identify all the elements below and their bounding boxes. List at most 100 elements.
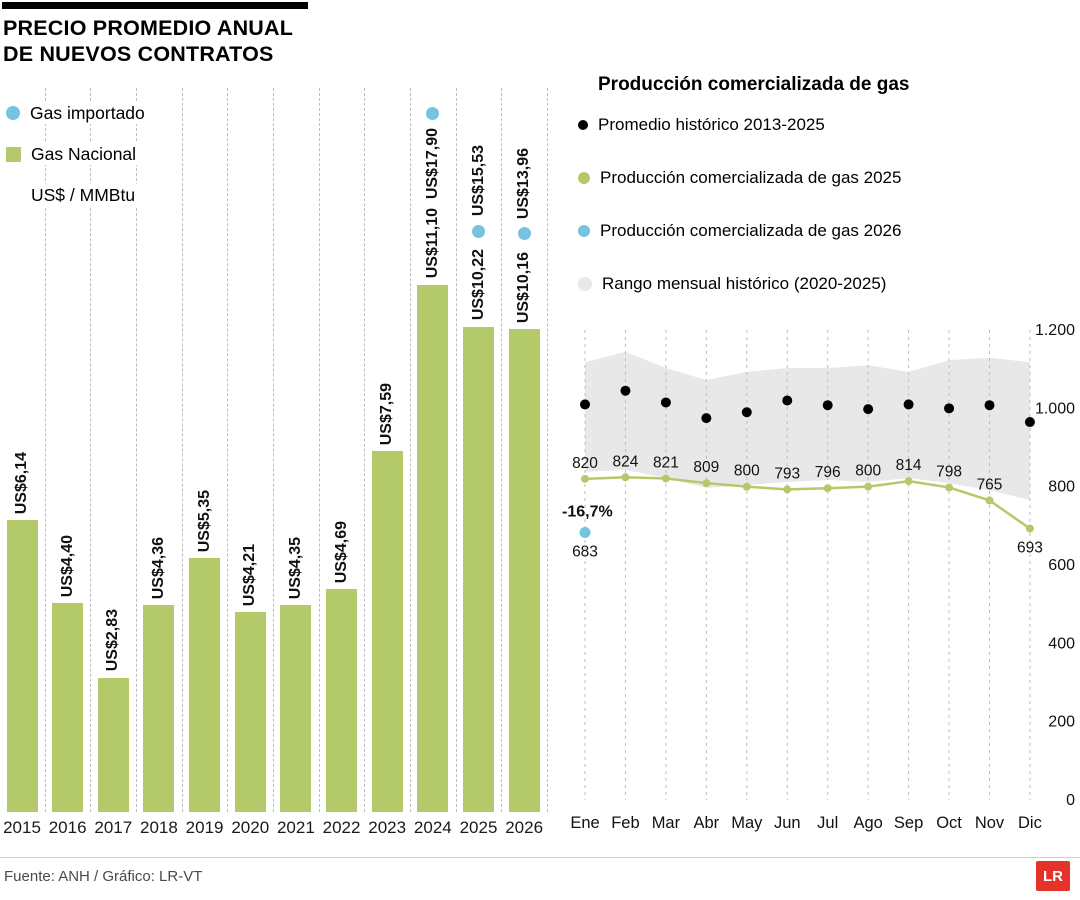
bar-2022: [326, 589, 358, 812]
source-credit: Fuente: ANH / Gráfico: LR-VT: [4, 868, 203, 885]
production-2025-value: 800: [855, 463, 881, 480]
footer-divider: [0, 857, 1080, 858]
production-2025-point: [985, 496, 994, 505]
legend-label-gas-importado: Gas importado: [28, 102, 149, 124]
bar-chart-gridline: [273, 88, 275, 812]
historic-average-point: [863, 404, 874, 415]
production-2025-value: 798: [936, 463, 962, 480]
bar-chart-gridline: [455, 88, 457, 812]
bar-value-label: US$6,14: [13, 452, 30, 515]
bar-chart-gridline: [181, 88, 183, 812]
bar-2016: [52, 603, 84, 812]
historic-average-point: [984, 400, 995, 411]
y-tick-label: 1.200: [1035, 322, 1075, 339]
lr-logo: LR: [1036, 861, 1070, 891]
imported-gas-point: [472, 224, 485, 238]
imported-gas-dot-icon: [6, 106, 20, 120]
x-axis-label-2019: 2019: [185, 818, 224, 837]
bar-value-label: US$4,35: [286, 537, 304, 600]
historic-average-dot-icon: [578, 120, 588, 130]
bar-chart-gridline: [136, 88, 138, 812]
bar-value-label: US$4,36: [149, 536, 167, 599]
legend-item-produccion-2025: Producción comercializada de gas 2025: [578, 167, 901, 189]
historic-average-point: [903, 399, 914, 410]
variation-annotation: -16,7%: [562, 503, 613, 520]
legend-label-gas-nacional: Gas Nacional: [29, 143, 141, 165]
imported-gas-point: [426, 106, 440, 120]
legend-item-unit: US$ / MMBtu: [29, 184, 149, 206]
bar-chart: US$6,14 2015 US$4,40 2016 US$2,83 2017 US$4,36…: [0, 88, 560, 858]
bar-value-label: US$4,21: [241, 543, 259, 607]
production-2025-value: 814: [896, 457, 922, 474]
legend-label-promedio-historico: Promedio histórico 2013-2025: [598, 115, 825, 134]
x-axis-label-2022: 2022: [322, 818, 361, 837]
production-2025-point: [783, 485, 792, 494]
month-label-Jun: Jun: [774, 814, 801, 832]
production-2026-point: [579, 526, 591, 538]
bar-2021: [280, 605, 312, 812]
historic-average-point: [620, 385, 631, 396]
bar-2023: [371, 451, 403, 812]
bar-chart-gridline: [318, 88, 320, 812]
x-axis-label-2016: 2016: [48, 818, 87, 837]
historic-average-point: [580, 399, 590, 410]
legend-item-gas-importado: Gas importado: [6, 102, 149, 124]
production-2025-value: 693: [1017, 540, 1043, 557]
month-label-Feb: Feb: [611, 814, 639, 832]
bar-value-label: US$7,59: [378, 383, 396, 446]
historic-average-point: [741, 407, 752, 418]
bar-chart-gridline: [227, 88, 229, 812]
imported-value-label: US$15,53: [469, 145, 487, 217]
month-label-Ago: Ago: [853, 814, 882, 832]
bar-chart-legend: Gas importado Gas Nacional US$ / MMBtu: [6, 102, 149, 225]
bar-chart-gridline: [410, 88, 412, 812]
line-chart: Ene Feb Mar Abr May Jun Jul Ago Sep Oct Nov Dic 0 200…: [562, 322, 1075, 832]
month-label-Oct: Oct: [936, 814, 962, 832]
historic-average-point: [944, 403, 955, 414]
x-axis-label-2024: 2024: [413, 818, 452, 837]
legend-label-rango-mensual: Rango mensual histórico (2020-2025): [602, 274, 887, 293]
production-2025-point: [581, 474, 589, 483]
bar-2025: [463, 326, 494, 812]
bar-value-label: US$4,40: [58, 534, 76, 597]
imported-value-label: US$13,96: [515, 148, 533, 220]
line-chart-title: Producción comercializada de gas: [598, 74, 910, 95]
month-label-Dic: Dic: [1018, 814, 1042, 832]
historic-average-point: [660, 397, 671, 408]
x-axis-label-2025: 2025: [459, 818, 498, 837]
bar-value-label: US$11,10: [423, 208, 441, 279]
bar-value-label: US$5,35: [195, 489, 213, 552]
bar-2020: [234, 612, 266, 812]
month-label-Sep: Sep: [894, 814, 923, 832]
production-2025-point: [823, 484, 832, 493]
production-2025-value: 820: [572, 455, 598, 472]
x-axis-label-2023: 2023: [368, 818, 407, 837]
national-gas-swatch-icon: [6, 146, 21, 162]
production-2025-value: 821: [653, 454, 679, 471]
bar-2017: [97, 677, 129, 812]
historic-average-point: [701, 413, 712, 424]
production-2025-point: [904, 477, 913, 486]
production-2025-point: [702, 479, 711, 488]
bar-chart-title-line1: PRECIO PROMEDIO ANUAL: [3, 16, 294, 40]
historic-average-point: [782, 395, 793, 406]
historic-average-point: [1024, 417, 1035, 428]
unit-label: US$ / MMBtu: [29, 184, 140, 206]
month-label-Mar: Mar: [652, 814, 681, 832]
production-2025-point: [742, 482, 751, 491]
bar-chart-gridline: [44, 88, 46, 812]
historic-range-band: [585, 351, 1030, 500]
bar-2015: [6, 520, 38, 812]
x-axis-label-2017: 2017: [94, 818, 133, 837]
x-axis-label-2021: 2021: [276, 818, 315, 837]
month-label-Nov: Nov: [975, 814, 1005, 832]
legend-item-gas-nacional: Gas Nacional: [6, 143, 149, 165]
production-2025-value: 809: [693, 459, 719, 476]
legend-item-produccion-2026: Producción comercializada de gas 2026: [578, 220, 901, 242]
bar-value-label: US$4,69: [332, 520, 350, 584]
bar-2019: [189, 557, 221, 812]
y-tick-label: 800: [1048, 479, 1075, 496]
y-tick-label: 200: [1048, 714, 1075, 731]
y-tick-label: 0: [1066, 792, 1075, 809]
